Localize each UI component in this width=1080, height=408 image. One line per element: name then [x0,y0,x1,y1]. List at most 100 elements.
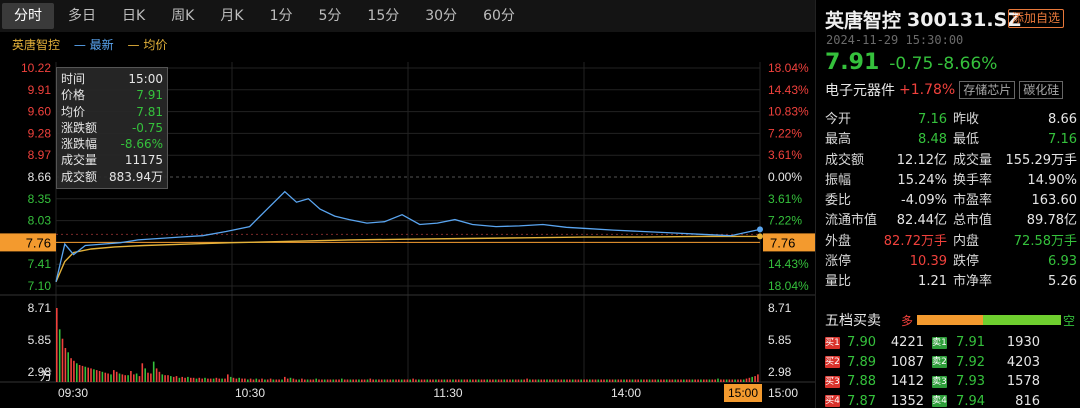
tab-5[interactable]: 1分 [269,8,293,24]
stats-row: 外盘 82.72万手 内盘 72.58万手 [825,232,1077,252]
order-book-row: 买4 7.87 1352 卖4 7.94 816 [825,392,1080,408]
add-watchlist-button[interactable]: 添加自选 [1008,9,1065,28]
volume-bar [463,379,466,382]
bid-price: 7.89 [847,354,876,370]
tab-9[interactable]: 60分 [483,8,515,24]
volume-bar [301,378,303,382]
volume-bar [235,378,238,382]
volume-bar [429,379,431,382]
tooltip-key: 均价 [61,104,86,119]
tab-6[interactable]: 5分 [318,8,342,24]
bear-bar-fill [983,315,1061,325]
volume-tick-left: 8.71 [28,301,52,315]
ask-volume: 1578 [1006,374,1040,389]
stat-value: 7.16 [918,112,947,127]
order-book-title: 五档买卖 [825,313,881,329]
stat-value: 155.29万手 [1005,152,1078,168]
volume-bar [141,363,144,382]
volume-bar [269,378,272,382]
volume-bar [460,379,463,382]
price-highlight-left [0,233,56,252]
intraday-chart[interactable]: 10.22 9.91 9.60 9.28 8.97 8.66 8.35 8.03 7.41 7.1… [0,32,815,408]
pct-tick-label: 18.04% [768,279,809,293]
volume-bar [626,379,628,382]
volume-bar [389,379,392,382]
volume-bar [161,374,164,382]
volume-bar [455,379,457,382]
volume-bar [480,379,483,382]
volume-bar [663,379,665,382]
period-tabs: 分时 多日 日K 周K 月K 1分 5分 15分 30分 60分 [0,0,815,32]
stat-label: 今开 [825,112,852,127]
volume-bar [720,379,722,382]
volume-bar [326,379,329,382]
volume-bar [560,379,563,382]
tab-3[interactable]: 周K [171,8,195,24]
time-tick-label: 14:00 [611,386,641,400]
stat-value: 82.44亿 [896,213,947,229]
tab-1[interactable]: 多日 [68,8,96,24]
volume-bar [343,379,346,382]
volume-bar [483,379,486,382]
volume-bar [195,378,198,382]
tooltip-value: 15:00 [128,72,163,86]
tab-7[interactable]: 15分 [367,8,400,24]
ask-volume: 1930 [1006,335,1040,350]
volume-bar [247,379,249,382]
volume-bar [734,379,736,382]
volume-bar [711,379,714,382]
volume-bar [190,377,192,382]
volume-bar [668,379,671,382]
volume-bar [361,379,363,382]
price-tick-label: 10.22 [21,61,51,75]
volume-bar [497,379,500,382]
volume-bar [674,379,677,382]
stat-label: 最高 [825,132,852,148]
volume-bar [620,379,622,382]
concept-tag-sic[interactable]: 碳化硅 [1019,81,1064,99]
volume-bar [278,379,280,382]
volume-bar [740,379,742,382]
stats-row: 委比 -4.09% 市盈率 163.60 [825,191,1077,211]
volume-bar [155,368,158,382]
volume-bar [61,338,64,382]
volume-bar [172,376,175,382]
stat-value: 8.48 [918,132,947,148]
volume-bar [435,379,437,382]
concept-tag-storage[interactable]: 存储芯片 [959,81,1016,99]
tab-0[interactable]: 分时 [2,3,54,29]
volume-bar [369,378,372,382]
volume-bar [628,379,631,382]
volume-bar [115,371,118,382]
volume-bar [212,378,215,382]
stats-row: 最高 8.48 最低 7.16 [825,130,1077,150]
volume-bar [751,376,753,382]
bid-level-badge: 买4 [825,395,840,408]
volume-bar [150,373,152,382]
volume-bar [329,379,332,382]
price-tick-label: 9.60 [28,105,52,119]
sector-name[interactable]: 电子元器件 [825,83,895,99]
bid-volume: 1412 [890,374,924,389]
bear-label: 空 [1063,313,1076,328]
volume-bar [207,378,209,382]
stock-name: 英唐智控 [825,10,902,32]
volume-tick-left: 5.85 [28,333,52,347]
volume-bar [694,379,696,382]
chart-svg[interactable]: 10.22 9.91 9.60 9.28 8.97 8.66 8.35 8.03 7.41 7.1… [0,32,815,408]
volume-unit: 万 [40,369,52,383]
tab-8[interactable]: 30分 [425,8,458,24]
stat-value: 15.24% [897,172,947,188]
ask-price: 7.91 [956,335,985,350]
stat-label: 换手率 [953,172,993,188]
highlight-price-left: 7.76 [26,235,51,250]
tab-2[interactable]: 日K [122,8,146,24]
price-tick-label: 8.35 [28,192,52,206]
tab-4[interactable]: 月K [220,8,244,24]
volume-tick-right: 2.98 [768,365,792,379]
volume-bar [654,379,657,382]
volume-bar [375,379,377,382]
stat-label: 昨收 [953,112,980,127]
quote-panel: 英唐智控 300131.SZ 添加自选 2024-11-29 15:30:00 … [815,0,1080,408]
volume-bar [258,379,260,382]
